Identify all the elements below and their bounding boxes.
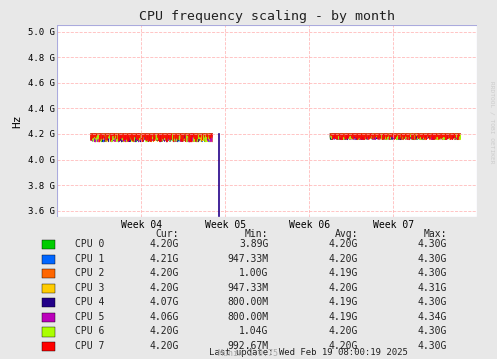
Text: 4.30G: 4.30G	[418, 268, 447, 278]
Bar	[42, 240, 55, 250]
Text: CPU 0: CPU 0	[75, 239, 104, 249]
Text: CPU 2: CPU 2	[75, 268, 104, 278]
Text: Max:: Max:	[424, 229, 447, 239]
Bar	[42, 327, 55, 336]
Text: 1.00G: 1.00G	[239, 268, 268, 278]
Text: 4.20G: 4.20G	[329, 326, 358, 336]
Text: Avg:: Avg:	[334, 229, 358, 239]
Text: 4.19G: 4.19G	[329, 312, 358, 322]
Bar	[42, 342, 55, 351]
Text: 4.19G: 4.19G	[329, 268, 358, 278]
Text: 800.00M: 800.00M	[227, 297, 268, 307]
Bar	[42, 269, 55, 279]
Text: 4.06G: 4.06G	[150, 312, 179, 322]
Text: 4.20G: 4.20G	[329, 254, 358, 264]
Text: 4.30G: 4.30G	[418, 297, 447, 307]
Text: 4.31G: 4.31G	[418, 283, 447, 293]
Bar	[42, 298, 55, 308]
Text: 4.19G: 4.19G	[329, 297, 358, 307]
Text: 4.07G: 4.07G	[150, 297, 179, 307]
Text: 4.20G: 4.20G	[329, 239, 358, 249]
Text: 4.20G: 4.20G	[150, 326, 179, 336]
Text: Last update: Wed Feb 19 08:00:19 2025: Last update: Wed Feb 19 08:00:19 2025	[209, 348, 408, 357]
Text: 992.67M: 992.67M	[227, 341, 268, 351]
Text: 3.89G: 3.89G	[239, 239, 268, 249]
Text: CPU 1: CPU 1	[75, 254, 104, 264]
Text: Cur:: Cur:	[156, 229, 179, 239]
Text: 4.21G: 4.21G	[150, 254, 179, 264]
Title: CPU frequency scaling - by month: CPU frequency scaling - by month	[139, 10, 395, 23]
Text: 4.20G: 4.20G	[329, 341, 358, 351]
Text: 800.00M: 800.00M	[227, 312, 268, 322]
Text: 4.30G: 4.30G	[418, 254, 447, 264]
Text: CPU 6: CPU 6	[75, 326, 104, 336]
Text: 4.34G: 4.34G	[418, 312, 447, 322]
Bar	[42, 255, 55, 264]
Text: 4.30G: 4.30G	[418, 239, 447, 249]
Text: 1.04G: 1.04G	[239, 326, 268, 336]
Bar	[42, 284, 55, 293]
Text: CPU 4: CPU 4	[75, 297, 104, 307]
Text: 4.30G: 4.30G	[418, 341, 447, 351]
Text: Min:: Min:	[245, 229, 268, 239]
Text: CPU 7: CPU 7	[75, 341, 104, 351]
Text: 947.33M: 947.33M	[227, 283, 268, 293]
Text: 4.20G: 4.20G	[150, 341, 179, 351]
Text: 4.20G: 4.20G	[150, 268, 179, 278]
Text: 4.20G: 4.20G	[329, 283, 358, 293]
Text: 4.20G: 4.20G	[150, 239, 179, 249]
Text: RRDTOOL / TOBI OETIKER: RRDTOOL / TOBI OETIKER	[490, 81, 495, 163]
Text: 947.33M: 947.33M	[227, 254, 268, 264]
Text: 4.20G: 4.20G	[150, 283, 179, 293]
Text: 4.30G: 4.30G	[418, 326, 447, 336]
Text: CPU 5: CPU 5	[75, 312, 104, 322]
Y-axis label: Hz: Hz	[12, 115, 22, 128]
Text: CPU 3: CPU 3	[75, 283, 104, 293]
Text: Munin 2.0.75: Munin 2.0.75	[219, 349, 278, 358]
Bar	[42, 313, 55, 322]
